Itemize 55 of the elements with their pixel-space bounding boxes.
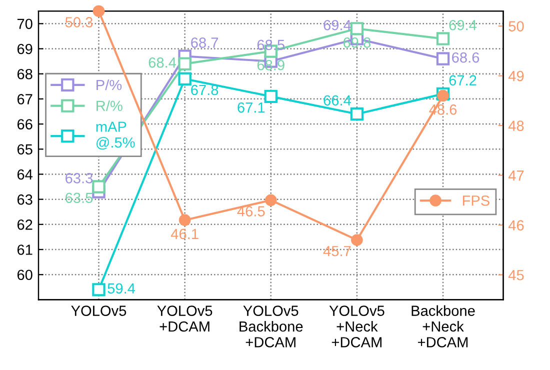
- point: [92, 180, 106, 194]
- point: [178, 57, 192, 70]
- y-tick-label: 68: [17, 68, 32, 80]
- point: [436, 32, 450, 46]
- y-tick-label: 63: [17, 194, 32, 205]
- point: [92, 283, 106, 296]
- y2-tick-label: 46: [508, 220, 524, 230]
- y-tick-label: 64: [17, 169, 33, 180]
- point: [351, 234, 363, 246]
- data-label: 67.8: [191, 84, 218, 96]
- point: [436, 52, 450, 66]
- point: [178, 72, 192, 86]
- point: [92, 5, 105, 18]
- y2-tick-label: 50: [508, 21, 524, 32]
- point: [437, 90, 449, 102]
- data-label: 67.2: [449, 75, 476, 86]
- data-label: 59.4: [108, 283, 136, 294]
- y-tick-label: 61: [17, 244, 32, 255]
- x-tick-label: YOLOv5 +Neck +DCAM: [329, 306, 384, 348]
- data-label: 68.6: [452, 52, 480, 63]
- y-tick-label: 65: [17, 144, 32, 155]
- y-tick-label: 69: [17, 44, 32, 54]
- data-label: 46.5: [237, 206, 265, 216]
- x-tick-label: YOLOv5 Backbone +DCAM: [240, 306, 303, 348]
- data-label: 67.1: [238, 102, 265, 113]
- legend-label: mAP @.5%: [96, 122, 135, 150]
- y-tick-label: 70: [17, 18, 32, 30]
- y-tick-label: 60: [17, 270, 32, 280]
- point: [264, 194, 277, 206]
- point: [178, 214, 191, 226]
- point: [350, 22, 364, 36]
- legend-label: R/%: [96, 100, 122, 112]
- data-label: 68.7: [191, 38, 218, 48]
- data-label: 66.4: [324, 95, 351, 106]
- x-tick-label: YOLOv5 +DCAM: [157, 306, 212, 332]
- y2-tick-label: 45: [508, 270, 524, 280]
- data-label: 46.1: [170, 228, 198, 240]
- data-label: 63.5: [66, 192, 93, 204]
- x-tick-label: Backbone +Neck +DCAM: [412, 305, 475, 348]
- point: [350, 107, 364, 121]
- data-label: 69.4: [449, 20, 477, 30]
- legend-label: FPS: [462, 195, 490, 206]
- y2-tick-label: 48: [508, 120, 524, 131]
- y2-tick-label: 49: [508, 70, 524, 82]
- point: [264, 90, 278, 104]
- y2-tick-label: 47: [508, 170, 524, 181]
- x-tick-label: YOLOv5: [71, 306, 126, 316]
- data-label: 45.7: [323, 246, 351, 256]
- data-label: 50.3: [65, 17, 93, 28]
- legend-label: P/%: [96, 79, 122, 90]
- y-tick-label: 62: [17, 220, 32, 230]
- data-label: 68.4: [148, 57, 176, 68]
- y-tick-label: 67: [17, 94, 32, 104]
- data-label: 63.3: [66, 173, 93, 184]
- y-tick-label: 66: [17, 119, 32, 130]
